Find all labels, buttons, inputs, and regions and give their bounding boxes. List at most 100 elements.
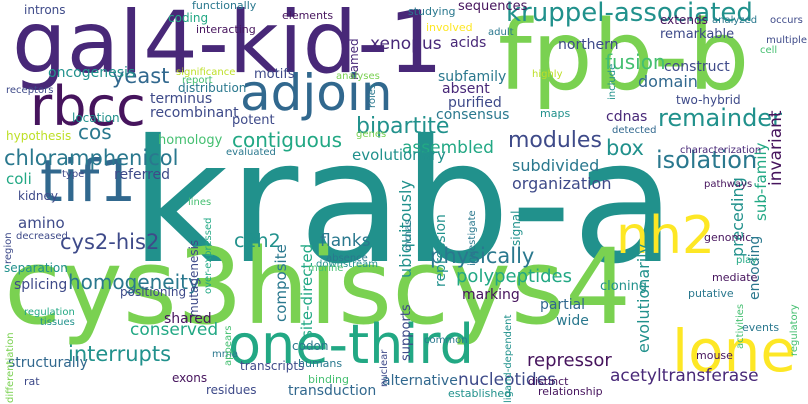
cloud-word: polypeptides	[456, 266, 572, 287]
cloud-word: ligand-dependent	[503, 314, 514, 403]
cloud-word: chloramphenicol	[4, 146, 179, 170]
cloud-word: hypothesis	[6, 129, 72, 143]
cloud-word: cdnas	[606, 109, 648, 125]
cloud-word: humans	[298, 357, 343, 370]
cloud-word: murine	[308, 263, 344, 274]
cloud-word: interrupts	[68, 342, 172, 366]
cloud-word: c2h2	[234, 230, 281, 252]
cloud-word: amino	[18, 214, 65, 232]
cloud-word: subfamily	[438, 69, 507, 85]
cloud-word: kruppel-associated	[506, 0, 753, 28]
cloud-word: coding	[168, 11, 209, 25]
cloud-word: site-directed	[298, 243, 316, 338]
cloud-word: cys2-his2	[60, 230, 160, 254]
cloud-word: regulatory	[789, 304, 800, 356]
cloud-word: recombinant	[150, 105, 239, 121]
cloud-word: tissues	[40, 317, 75, 328]
cloud-word: occurs	[770, 15, 803, 26]
cloud-word: flanks	[320, 231, 371, 251]
cloud-word: functionally	[192, 0, 257, 12]
cloud-word: homogeneity	[68, 270, 200, 294]
cloud-word: transcripts	[240, 359, 305, 373]
cloud-word: analyses	[336, 71, 380, 82]
cloud-word: significance	[176, 67, 236, 78]
cloud-word: wide	[556, 313, 589, 329]
cloud-word: analyzed	[712, 15, 758, 26]
cloud-word: potent	[232, 113, 275, 128]
cloud-word: established	[448, 387, 512, 400]
cloud-word: location	[72, 111, 120, 125]
cloud-word: events	[742, 321, 780, 334]
cloud-word: introns	[24, 3, 66, 17]
cloud-word: mrnas	[403, 219, 414, 251]
cloud-word: highly	[532, 69, 563, 80]
cloud-word: modules	[508, 128, 602, 153]
cloud-word: splicing	[14, 277, 68, 293]
cloud-word: transduction	[288, 383, 377, 399]
cloud-word: region	[3, 232, 14, 264]
cloud-word: motifs	[254, 67, 295, 82]
cloud-word: organization	[512, 174, 612, 193]
cloud-word: gal4-kid-1	[12, 0, 443, 93]
cloud-word: box	[606, 136, 644, 160]
cloud-word: kidney	[18, 189, 58, 203]
cloud-word: encoding	[747, 235, 763, 300]
cloud-word: marking	[462, 287, 520, 303]
cloud-word: terminus	[150, 91, 213, 107]
cloud-word: rat	[24, 375, 40, 388]
cloud-word: assembled	[402, 138, 494, 158]
cloud-word: characterization	[680, 145, 762, 156]
cloud-word: residues	[206, 383, 257, 397]
cloud-word: northern	[558, 37, 619, 53]
cloud-word: common	[424, 335, 468, 346]
cloud-word: contiguous	[232, 128, 343, 152]
cloud-word: remainder	[658, 104, 782, 132]
cloud-word: type	[62, 169, 85, 180]
cloud-word: evolutionarily	[634, 243, 653, 353]
cloud-word: tif1	[40, 147, 137, 215]
cloud-word: bipartite	[356, 114, 450, 139]
cloud-word: involved	[426, 21, 473, 34]
cloud-word: activities	[735, 303, 746, 349]
cloud-word: report	[182, 75, 213, 86]
cloud-word: absent	[442, 81, 490, 97]
cloud-word: binding	[308, 373, 350, 386]
cloud-word: pathways	[704, 179, 753, 190]
cloud-word: mutagenesis	[187, 239, 201, 317]
cloud-word: evaluated	[226, 147, 276, 158]
cloud-word: lines	[188, 197, 212, 208]
cloud-word: rbcc	[30, 75, 146, 138]
cloud-word: roles	[367, 83, 378, 108]
cloud-word: remarkable	[660, 27, 735, 42]
cloud-word: cos	[78, 120, 112, 144]
cloud-word: supports	[399, 304, 414, 361]
cloud-word: over-expressed	[203, 217, 214, 294]
cloud-word: genomic	[704, 231, 752, 244]
cloud-word: regulation	[24, 307, 75, 318]
cloud-word: conserved	[130, 320, 219, 340]
cloud-word: maps	[540, 107, 571, 120]
cloud-word: extends	[660, 13, 708, 27]
cloud-word: krab-a	[130, 104, 676, 302]
cloud-word: cell	[760, 45, 778, 56]
cloud-word: oncogenesis	[48, 65, 136, 81]
cloud-word: invariant	[766, 110, 786, 186]
cloud-word: mediate	[712, 271, 758, 284]
cloud-word: genes	[356, 129, 387, 140]
cloud-word: purified	[448, 95, 502, 111]
cloud-word: putative	[688, 287, 734, 300]
cloud-word: absence	[326, 253, 368, 264]
cloud-word: adult	[488, 27, 514, 38]
cloud-word: studying	[408, 5, 456, 18]
cloud-word: distinct	[528, 375, 569, 388]
cloud-word: mouse	[696, 349, 733, 362]
cloud-word: detected	[612, 125, 657, 136]
cloud-word: multiple	[766, 35, 807, 46]
cloud-word: alternative	[382, 373, 458, 389]
cloud-word: shared	[164, 311, 212, 327]
cloud-word: relationship	[538, 385, 603, 398]
cloud-word: mrna	[212, 349, 239, 360]
cloud-word: domain	[638, 72, 698, 91]
cloud-word: evolutionary	[352, 146, 446, 164]
